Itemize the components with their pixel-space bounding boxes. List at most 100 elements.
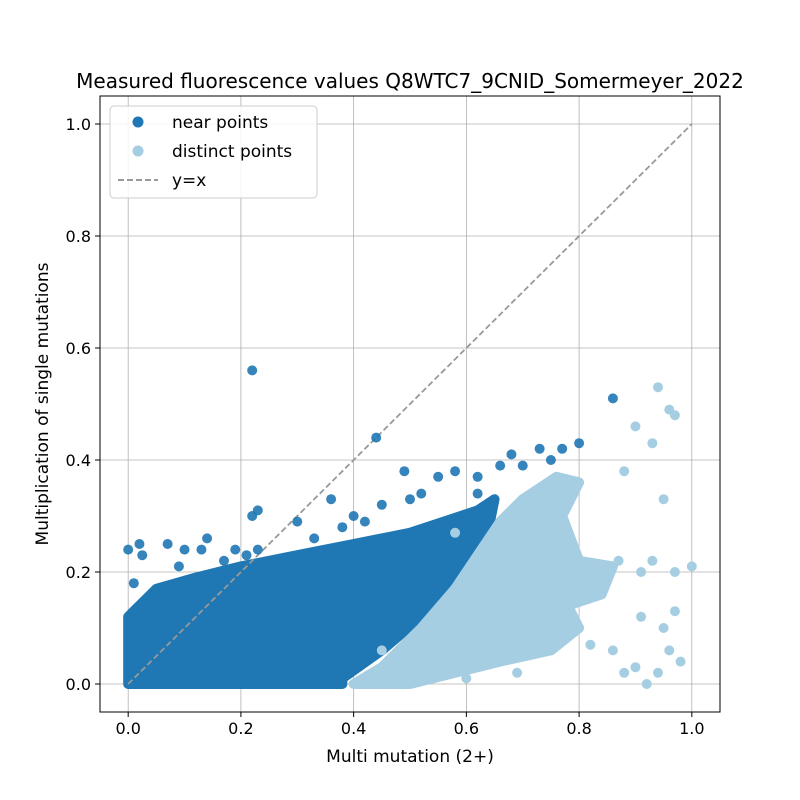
near-point (376, 499, 387, 510)
x-tick-label: 0.4 (341, 719, 366, 738)
distinct-point (619, 667, 630, 678)
near-point (337, 522, 348, 533)
y-tick-label: 0.2 (66, 563, 91, 582)
distinct-point (669, 606, 680, 617)
distinct-point (495, 516, 506, 527)
distinct-point (641, 679, 652, 689)
legend-label-near: near points (172, 113, 268, 133)
near-point (359, 516, 370, 527)
distinct-point (450, 583, 461, 594)
distinct-point (658, 494, 669, 505)
near-point (495, 460, 506, 471)
distinct-point (686, 561, 697, 572)
legend-marker-near (132, 116, 144, 128)
near-point (247, 365, 258, 376)
distinct-point (585, 639, 596, 650)
distinct-point (376, 645, 387, 656)
near-point (230, 544, 241, 555)
distinct-point (675, 656, 686, 667)
near-point (252, 505, 263, 516)
distinct-point (647, 555, 658, 566)
near-points-cloud (123, 494, 500, 689)
distinct-point (636, 611, 647, 622)
near-point (123, 544, 134, 555)
near-point (252, 544, 263, 555)
near-point (506, 449, 517, 460)
near-point (202, 533, 213, 544)
distinct-point (483, 645, 494, 656)
legend-label-distinct: distinct points (172, 142, 292, 162)
near-point (173, 561, 184, 572)
distinct-point (506, 567, 517, 577)
distinct-point (512, 667, 523, 678)
near-point (405, 494, 415, 505)
distinct-point (669, 410, 680, 421)
near-point (399, 466, 410, 477)
distinct-point (630, 421, 641, 432)
distinct-point (647, 438, 658, 449)
legend-marker-distinct (132, 145, 144, 157)
near-point (137, 550, 148, 561)
near-point (534, 443, 545, 454)
y-axis-label: Multiplication of single mutations (33, 262, 53, 545)
distinct-point (461, 673, 472, 684)
distinct-point (574, 561, 585, 572)
distinct-point (653, 667, 663, 678)
distinct-point (613, 555, 624, 566)
near-point (433, 471, 444, 482)
y-tick-label: 0.6 (66, 339, 91, 358)
chart-title: Measured fluorescence values Q8WTC7_9CNI… (76, 69, 744, 93)
y-tick-label: 0.0 (66, 675, 91, 694)
near-point (472, 471, 483, 482)
x-axis-label: Multi mutation (2+) (326, 747, 494, 767)
x-tick-label: 1.0 (679, 719, 704, 738)
near-point (241, 550, 252, 561)
near-point (196, 544, 207, 555)
near-point (450, 466, 461, 477)
y-tick-label: 0.8 (66, 227, 91, 246)
reference-line-group (127, 123, 693, 685)
near-point (348, 511, 359, 521)
distinct-point (636, 567, 647, 577)
legend-label-ref-line: y=x (172, 171, 206, 191)
distinct-point (619, 466, 630, 477)
near-point (371, 432, 382, 443)
data-points (123, 365, 697, 689)
distinct-point (607, 645, 618, 656)
distinct-point (653, 382, 663, 393)
distinct-point (478, 611, 489, 622)
x-tick-label: 0.8 (566, 719, 591, 738)
near-point (309, 533, 320, 544)
near-point (179, 544, 190, 555)
x-tick-label: 0.6 (454, 719, 479, 738)
y-axis-ticks: 0.0 0.2 0.4 0.6 0.8 1.0 (66, 115, 100, 694)
legend-box (109, 105, 318, 199)
near-point (134, 539, 145, 549)
plot-frame (99, 95, 721, 713)
distinct-point (664, 645, 675, 656)
near-point (219, 555, 229, 566)
y-tick-label: 0.4 (66, 451, 91, 470)
distinct-point (433, 667, 444, 678)
distinct-point (658, 623, 669, 633)
near-point (607, 393, 618, 404)
distinct-point (517, 494, 528, 505)
distinct-point (540, 628, 551, 639)
x-axis-ticks: 0.0 0.2 0.4 0.6 0.8 1.0 (115, 712, 705, 738)
near-point (128, 606, 139, 617)
near-point (292, 516, 303, 527)
near-point (574, 438, 585, 449)
distinct-point (669, 567, 680, 577)
near-point (557, 443, 568, 454)
legend: near points distinct points y=x (109, 105, 318, 199)
distinct-point (596, 572, 607, 583)
near-point (545, 455, 556, 465)
distinct-point (405, 656, 415, 667)
x-tick-label: 0.2 (228, 719, 253, 738)
distinct-point (630, 662, 641, 673)
near-point (517, 460, 528, 471)
y-tick-label: 1.0 (66, 115, 91, 134)
reference-line (127, 123, 693, 685)
near-point (472, 488, 483, 499)
